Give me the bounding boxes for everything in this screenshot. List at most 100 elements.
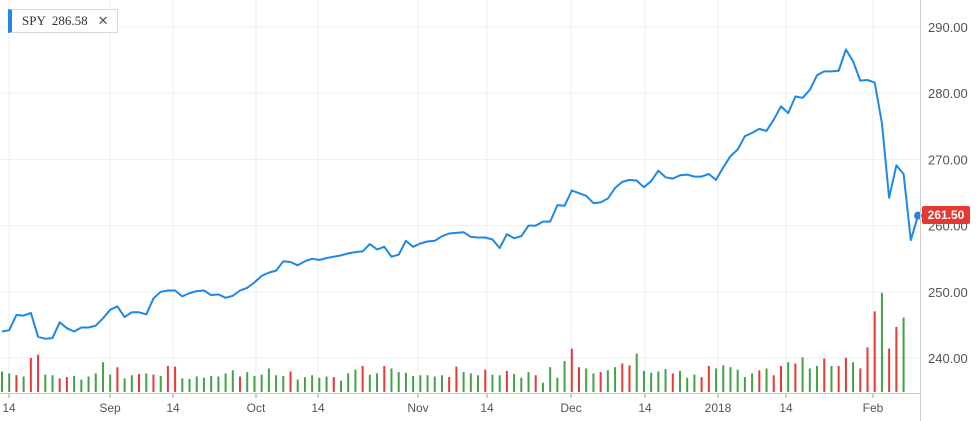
volume-bar bbox=[181, 378, 184, 392]
volume-bar bbox=[715, 368, 718, 392]
volume-bar bbox=[765, 368, 768, 392]
volume-bar bbox=[570, 348, 573, 392]
symbol-value: 286.58 bbox=[51, 13, 88, 28]
volume-bar bbox=[376, 373, 379, 392]
x-tick-label: 14 bbox=[779, 401, 793, 415]
volume-bar bbox=[116, 367, 119, 392]
close-icon[interactable]: ✕ bbox=[97, 13, 109, 29]
x-tick-label: Dec bbox=[560, 401, 581, 415]
volume-bar bbox=[873, 311, 876, 392]
volume-bar bbox=[657, 371, 660, 392]
volume-bar bbox=[707, 365, 710, 392]
volume-bar bbox=[614, 367, 617, 392]
volume-bar bbox=[880, 292, 883, 392]
volume-bar bbox=[239, 376, 242, 392]
volume-bar bbox=[513, 374, 516, 392]
y-tick-label: 280.00 bbox=[928, 86, 968, 101]
volume-bar bbox=[159, 375, 162, 392]
volume-bar bbox=[332, 377, 335, 392]
symbol-legend[interactable]: SPY 286.58 ✕ bbox=[8, 9, 118, 33]
volume-bar bbox=[419, 375, 422, 392]
volume-bar bbox=[852, 362, 855, 392]
volume-bar bbox=[44, 374, 47, 392]
volume-bar bbox=[498, 375, 501, 392]
volume-bar bbox=[37, 354, 40, 392]
volume-bar bbox=[448, 377, 451, 392]
volume-bar bbox=[722, 365, 725, 392]
volume-bar bbox=[642, 370, 645, 392]
volume-bar bbox=[318, 377, 321, 392]
volume-bar bbox=[758, 370, 761, 392]
volume-bar bbox=[412, 375, 415, 392]
volume-bar bbox=[347, 373, 350, 392]
x-tick-label: 14 bbox=[480, 401, 494, 415]
x-tick-label: 14 bbox=[638, 401, 652, 415]
volume-bar bbox=[541, 382, 544, 392]
volume-bar bbox=[484, 369, 487, 392]
volume-bar bbox=[325, 376, 328, 392]
volume-bar bbox=[275, 375, 278, 392]
volume-bar bbox=[101, 362, 104, 392]
volume-bar bbox=[779, 365, 782, 392]
volume-bar bbox=[390, 368, 393, 392]
volume-bar bbox=[217, 376, 220, 392]
volume-bar bbox=[354, 369, 357, 392]
volume-bar bbox=[527, 372, 530, 392]
volume-bar bbox=[534, 375, 537, 392]
volume-bar bbox=[751, 373, 754, 392]
volume-bar bbox=[635, 353, 638, 392]
volume-bar bbox=[123, 378, 126, 392]
volume-bar bbox=[426, 375, 429, 392]
volume-bar bbox=[844, 357, 847, 392]
x-tick-label: Feb bbox=[863, 401, 884, 415]
symbol-label: SPY bbox=[22, 13, 46, 28]
volume-bar bbox=[693, 374, 696, 392]
volume-bar bbox=[794, 363, 797, 392]
volume-bar bbox=[837, 365, 840, 392]
volume-bar bbox=[404, 372, 407, 392]
volume-bar bbox=[397, 372, 400, 392]
volume-bar bbox=[743, 377, 746, 392]
volume-bar bbox=[109, 374, 112, 392]
x-tick-label: Nov bbox=[407, 401, 428, 415]
volume-bar bbox=[231, 370, 234, 392]
volume-bar bbox=[808, 368, 811, 392]
volume-bar bbox=[491, 374, 494, 392]
volume-bar bbox=[73, 375, 76, 392]
volume-bar bbox=[729, 367, 732, 392]
volume-bar bbox=[260, 374, 263, 392]
y-tick-label: 240.00 bbox=[928, 351, 968, 366]
volume-bar bbox=[296, 379, 299, 392]
volume-bar bbox=[556, 377, 559, 392]
volume-bar bbox=[585, 368, 588, 392]
volume-bar bbox=[65, 377, 68, 392]
volume-bar bbox=[339, 380, 342, 392]
volume-bar bbox=[166, 365, 169, 392]
volume-bar bbox=[130, 375, 133, 392]
volume-bar bbox=[895, 326, 898, 392]
volume-bar bbox=[505, 370, 508, 392]
y-tick-label: 270.00 bbox=[928, 152, 968, 167]
volume-bar bbox=[736, 369, 739, 392]
volume-bar bbox=[1, 371, 3, 392]
price-line bbox=[1, 48, 919, 340]
volume-bar bbox=[138, 374, 141, 392]
volume-bar bbox=[787, 362, 790, 392]
volume-bar bbox=[772, 375, 775, 392]
volume-bar bbox=[686, 377, 689, 392]
volume-bar bbox=[578, 367, 581, 392]
volume-bar bbox=[289, 371, 292, 392]
volume-bar bbox=[188, 378, 191, 392]
volume-bar bbox=[22, 376, 25, 392]
grid bbox=[0, 0, 920, 393]
x-tick-label: Oct bbox=[247, 401, 266, 415]
volume-bar bbox=[606, 370, 609, 392]
volume-bar bbox=[195, 376, 198, 392]
volume-bar bbox=[368, 374, 371, 392]
volume-bar bbox=[700, 377, 703, 392]
volume-bar bbox=[859, 368, 862, 392]
volume-bar bbox=[650, 372, 653, 392]
x-tick-label: 14 bbox=[311, 401, 325, 415]
